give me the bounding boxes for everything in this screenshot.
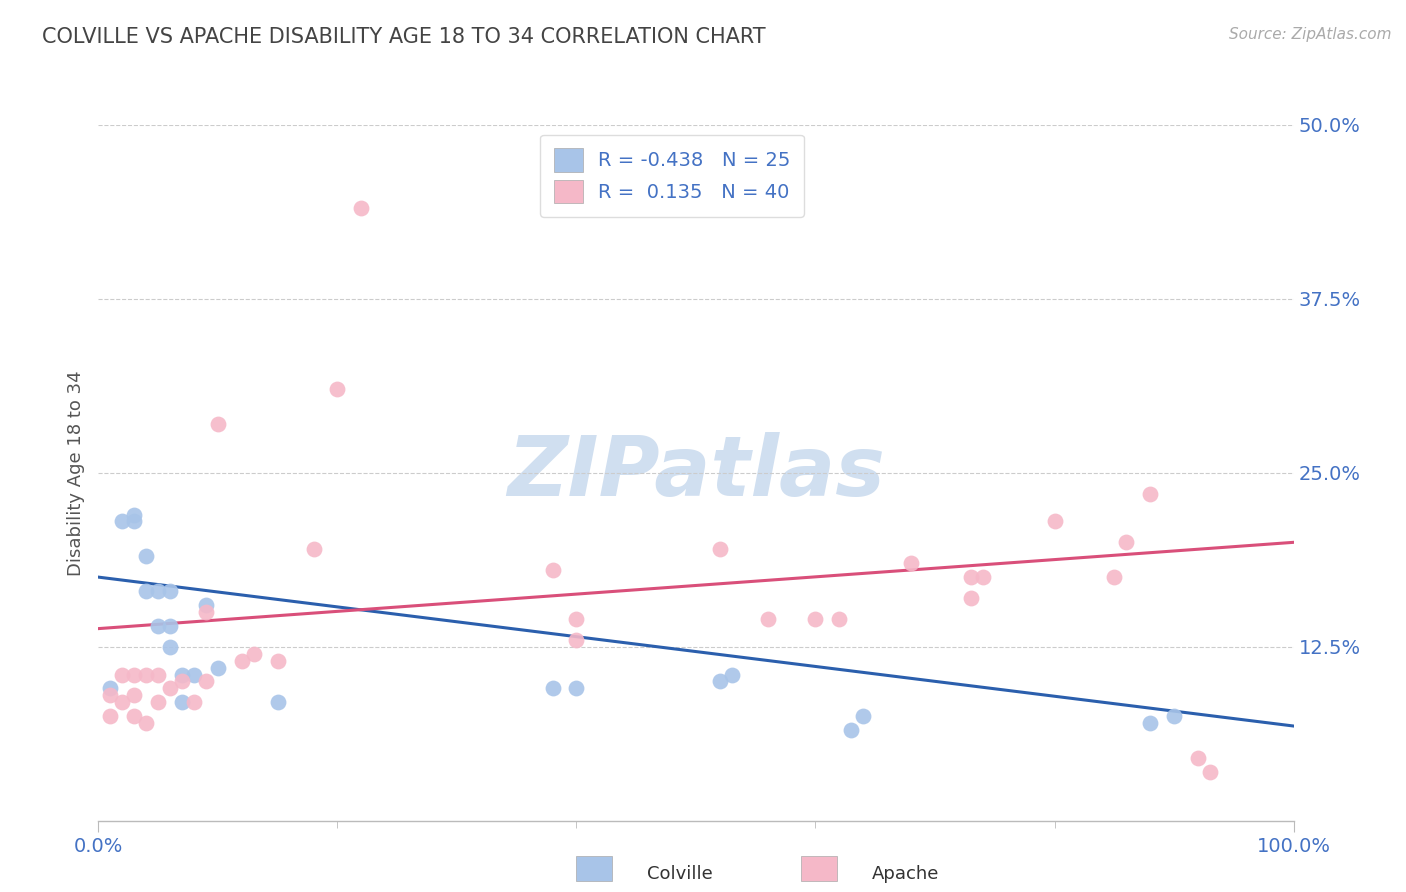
Text: Colville: Colville xyxy=(647,865,713,883)
Point xyxy=(159,619,181,633)
Point xyxy=(124,515,146,529)
Point xyxy=(207,660,229,674)
Text: Apache: Apache xyxy=(872,865,939,883)
Point xyxy=(111,515,134,529)
Point xyxy=(1187,751,1209,765)
Point xyxy=(1139,486,1161,500)
Point xyxy=(135,667,157,681)
Point xyxy=(98,689,122,703)
Point xyxy=(124,709,146,723)
Point xyxy=(267,654,290,668)
Point xyxy=(972,570,994,584)
Point xyxy=(207,417,229,431)
Point xyxy=(1115,535,1137,549)
Point xyxy=(111,695,134,709)
Point xyxy=(111,667,134,681)
Point xyxy=(194,674,217,689)
Point xyxy=(231,654,253,668)
Point xyxy=(159,584,181,599)
Point xyxy=(124,667,146,681)
Point xyxy=(1163,709,1185,723)
Text: Source: ZipAtlas.com: Source: ZipAtlas.com xyxy=(1229,27,1392,42)
Point xyxy=(541,681,564,696)
Point xyxy=(541,563,564,577)
Point xyxy=(709,542,731,557)
Point xyxy=(172,695,194,709)
Point xyxy=(839,723,862,738)
Point xyxy=(159,681,181,696)
Point xyxy=(1102,570,1125,584)
Point xyxy=(194,605,217,619)
Text: COLVILLE VS APACHE DISABILITY AGE 18 TO 34 CORRELATION CHART: COLVILLE VS APACHE DISABILITY AGE 18 TO … xyxy=(42,27,766,46)
Point xyxy=(172,674,194,689)
Point xyxy=(159,640,181,654)
Point xyxy=(1043,515,1066,529)
Point xyxy=(183,695,205,709)
Point xyxy=(1198,764,1220,779)
Point xyxy=(183,667,205,681)
Text: ZIPatlas: ZIPatlas xyxy=(508,433,884,513)
Point xyxy=(243,647,266,661)
Point xyxy=(194,598,217,612)
Point xyxy=(148,695,170,709)
Point xyxy=(148,584,170,599)
Legend: R = -0.438   N = 25, R =  0.135   N = 40: R = -0.438 N = 25, R = 0.135 N = 40 xyxy=(540,135,804,217)
Point xyxy=(721,667,744,681)
Point xyxy=(565,612,588,626)
Point xyxy=(172,667,194,681)
Point xyxy=(959,591,981,605)
Point xyxy=(135,549,157,564)
Point xyxy=(350,202,373,216)
Point xyxy=(565,681,588,696)
Point xyxy=(709,674,731,689)
Point xyxy=(124,689,146,703)
Point xyxy=(148,619,170,633)
Point xyxy=(900,556,922,570)
Point xyxy=(148,667,170,681)
Point xyxy=(135,716,157,731)
Point xyxy=(98,709,122,723)
Point xyxy=(565,632,588,647)
Point xyxy=(828,612,851,626)
Y-axis label: Disability Age 18 to 34: Disability Age 18 to 34 xyxy=(66,370,84,575)
Point xyxy=(302,542,325,557)
Point xyxy=(852,709,875,723)
Point xyxy=(124,508,146,522)
Point xyxy=(756,612,779,626)
Point xyxy=(1139,716,1161,731)
Point xyxy=(804,612,827,626)
Point xyxy=(959,570,981,584)
Point xyxy=(267,695,290,709)
Point xyxy=(135,584,157,599)
Point xyxy=(98,681,122,696)
Point xyxy=(326,382,349,396)
